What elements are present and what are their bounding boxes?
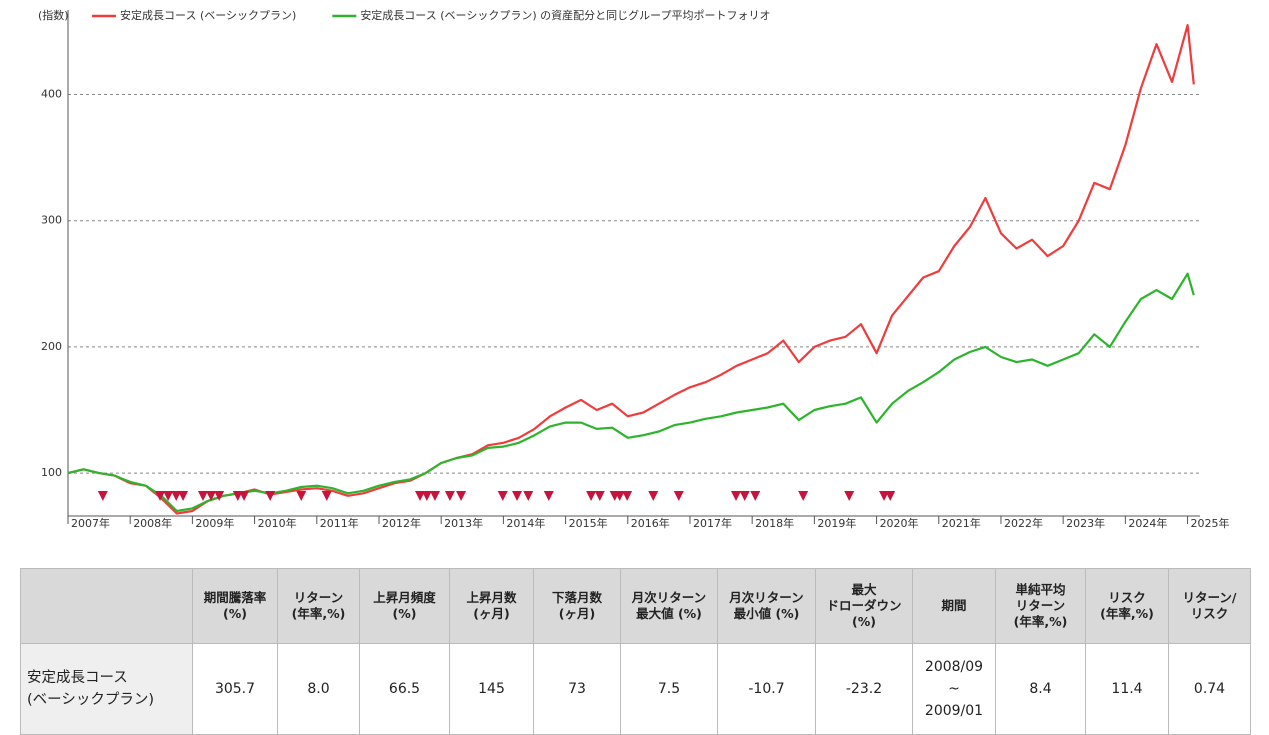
down-marker xyxy=(444,491,455,501)
down-marker xyxy=(673,491,684,501)
x-tick-label: 2012年 xyxy=(382,516,421,530)
table-cell: 8.4 xyxy=(995,643,1086,735)
down-marker xyxy=(648,491,659,501)
x-tick-label: 2010年 xyxy=(258,516,297,530)
down-marker xyxy=(844,491,855,501)
down-marker xyxy=(214,491,225,501)
header-cell: 月次リターン 最小値 (%) xyxy=(717,568,816,644)
table-cell: 305.7 xyxy=(192,643,278,735)
down-marker xyxy=(594,491,605,501)
down-marker xyxy=(456,491,467,501)
x-tick-label: 2008年 xyxy=(133,516,172,530)
down-marker xyxy=(614,491,625,501)
header-cell xyxy=(20,568,193,644)
table-cell: 7.5 xyxy=(620,643,718,735)
x-tick-label: 2015年 xyxy=(569,516,608,530)
header-cell: 上昇月数 (ヶ月) xyxy=(449,568,534,644)
down-marker xyxy=(171,491,182,501)
down-marker xyxy=(731,491,742,501)
row-label: 安定成長コース (ベーシックプラン) xyxy=(20,643,193,735)
table-cell: 8.0 xyxy=(277,643,360,735)
y-tick-label: 400 xyxy=(41,88,62,101)
down-marker xyxy=(885,491,896,501)
x-tick-label: 2013年 xyxy=(444,516,483,530)
table-body: 安定成長コース (ベーシックプラン) 305.7 8.0 66.5 145 73 7.5 -1… xyxy=(20,643,1251,735)
header-cell: 月次リターン 最大値 (%) xyxy=(620,568,718,644)
down-marker xyxy=(622,491,633,501)
stats-table: 期間騰落率 (%) リターン (年率,%) 上昇月頻度 (%) 上昇月数 (ヶ月) 下落… xyxy=(20,568,1251,735)
down-marker xyxy=(523,491,534,501)
down-marker xyxy=(512,491,523,501)
down-marker xyxy=(586,491,597,501)
table-cell: 11.4 xyxy=(1085,643,1169,735)
chart: (指数) 100 200 300 400 2007年 2008年 2009年 2010年 201… xyxy=(38,8,1230,530)
down-marker xyxy=(798,491,809,501)
down-marker xyxy=(429,491,440,501)
header-cell: 上昇月頻度 (%) xyxy=(359,568,450,644)
down-marker xyxy=(321,491,332,501)
down-marker xyxy=(97,491,108,501)
x-tick-label: 2016年 xyxy=(631,516,670,530)
down-marker xyxy=(197,491,208,501)
table-cell: 66.5 xyxy=(359,643,450,735)
legend-label: 安定成長コース (ベーシックプラン) の資産配分と同じグループ平均ポートフォリオ xyxy=(360,8,770,22)
x-tick-label: 2025年 xyxy=(1191,516,1230,530)
header-cell: リスク (年率,%) xyxy=(1085,568,1169,644)
x-tick-label: 2019年 xyxy=(817,516,856,530)
table-cell: 73 xyxy=(533,643,621,735)
header-row: 期間騰落率 (%) リターン (年率,%) 上昇月頻度 (%) 上昇月数 (ヶ月) 下落… xyxy=(20,568,1251,644)
down-marker xyxy=(163,491,174,501)
legend-label: 安定成長コース (ベーシックプラン) xyxy=(120,8,296,22)
down-marker xyxy=(265,491,276,501)
down-marker xyxy=(415,491,426,501)
x-tick-label: 2022年 xyxy=(1004,516,1043,530)
y-unit-label: (指数) xyxy=(38,8,69,22)
down-marker xyxy=(543,491,554,501)
y-tick-label: 200 xyxy=(41,340,62,353)
header-cell: リターン/ リスク xyxy=(1168,568,1251,644)
y-tick-label: 100 xyxy=(41,466,62,479)
table-cell: 2008/09 ~ 2009/01 xyxy=(912,643,996,735)
x-tick-label: 2007年 xyxy=(71,516,110,530)
y-tick-label: 300 xyxy=(41,214,62,227)
header-cell: 単純平均 リターン (年率,%) xyxy=(995,568,1086,644)
down-marker xyxy=(206,491,217,501)
header-cell: リターン (年率,%) xyxy=(277,568,360,644)
down-marker xyxy=(750,491,761,501)
down-marker xyxy=(497,491,508,501)
x-tick-label: 2017年 xyxy=(693,516,732,530)
series-line xyxy=(67,272,1195,513)
x-tick-label: 2009年 xyxy=(195,516,234,530)
x-tick-label: 2023年 xyxy=(1066,516,1105,530)
x-tick-label: 2021年 xyxy=(942,516,981,530)
header-cell: 最大 ドローダウン (%) xyxy=(815,568,913,644)
header-cell: 期間 xyxy=(912,568,996,644)
table-cell: -23.2 xyxy=(815,643,913,735)
header-cell: 下落月数 (ヶ月) xyxy=(533,568,621,644)
x-tick-label: 2024年 xyxy=(1128,516,1167,530)
table-cell: 145 xyxy=(449,643,534,735)
x-tick-label: 2018年 xyxy=(755,516,794,530)
table-row: 安定成長コース (ベーシックプラン) 305.7 8.0 66.5 145 73 7.5 -1… xyxy=(20,643,1251,735)
series-line xyxy=(67,24,1195,515)
down-marker xyxy=(155,491,166,501)
down-marker xyxy=(421,491,432,501)
x-tick-label: 2020年 xyxy=(880,516,919,530)
x-tick-label: 2014年 xyxy=(506,516,545,530)
table-cell: 0.74 xyxy=(1168,643,1251,735)
x-tick-label: 2011年 xyxy=(320,516,359,530)
down-marker xyxy=(296,491,307,501)
down-marker xyxy=(239,491,250,501)
down-marker xyxy=(178,491,189,501)
table-cell: -10.7 xyxy=(717,643,816,735)
header-cell: 期間騰落率 (%) xyxy=(192,568,278,644)
down-marker xyxy=(739,491,750,501)
